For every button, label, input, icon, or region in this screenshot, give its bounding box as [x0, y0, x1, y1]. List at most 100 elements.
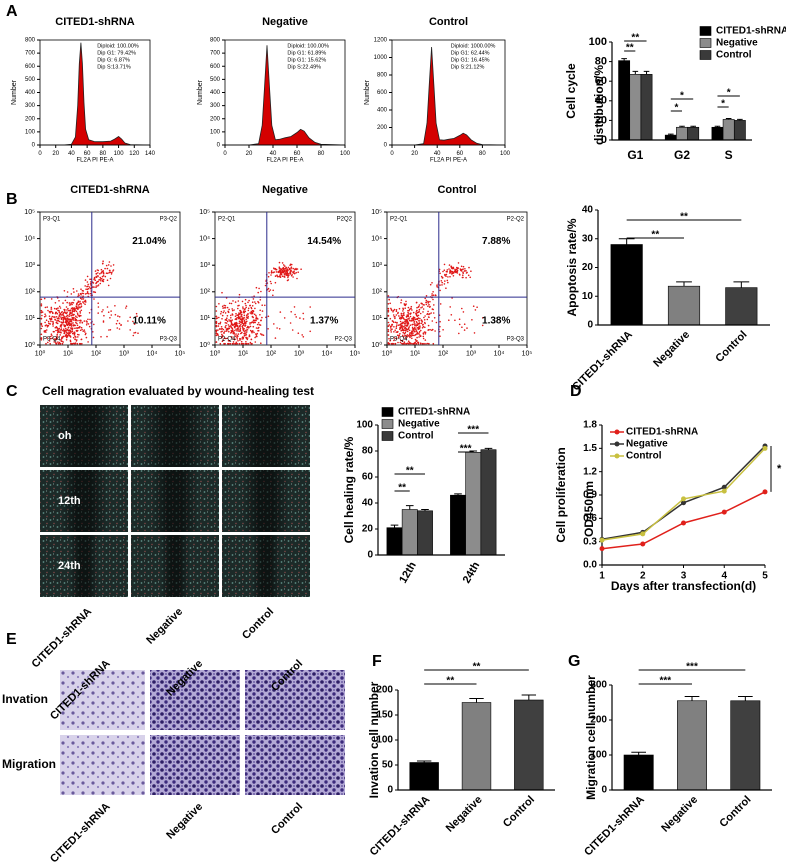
event-dot — [224, 337, 227, 340]
error-bar — [690, 125, 696, 128]
x-tick-label: 10³ — [119, 351, 130, 358]
y-tick-label: 10⁴ — [24, 235, 35, 242]
event-dot — [420, 307, 422, 309]
event-dot — [290, 267, 292, 270]
event-dot — [254, 302, 257, 305]
event-dot — [40, 339, 43, 341]
event-dot — [40, 337, 43, 339]
event-dot — [69, 340, 72, 343]
x-tick-label: 20 — [246, 151, 253, 157]
event-dot — [84, 303, 86, 306]
panel-letter: A — [6, 3, 18, 20]
event-dot — [76, 329, 79, 332]
y-tick-label: 20 — [362, 524, 374, 535]
wound-gap — [69, 535, 99, 597]
event-dot — [80, 303, 83, 305]
event-dot — [281, 262, 284, 264]
event-dot — [295, 316, 298, 318]
event-dot — [227, 311, 230, 314]
stat-text: Diploid: 1000.00% — [451, 43, 496, 49]
bar — [386, 527, 403, 556]
event-dot — [273, 323, 275, 325]
event-dot — [407, 323, 409, 325]
significance-label: ** — [680, 212, 688, 223]
panel-letter: E — [6, 631, 17, 648]
event-dot — [407, 340, 410, 343]
event-dot — [60, 328, 63, 330]
legend-swatch — [614, 429, 620, 435]
significance-label: *** — [467, 425, 479, 436]
event-dot — [106, 279, 109, 282]
y-tick-label: 100 — [590, 750, 607, 761]
event-dot — [422, 325, 425, 328]
event-dot — [261, 333, 263, 336]
bar — [687, 126, 700, 141]
x-tick-label: 60 — [456, 151, 463, 157]
event-dot — [258, 287, 260, 290]
event-dot — [403, 312, 405, 314]
event-dot — [230, 322, 233, 325]
event-dot — [242, 329, 245, 332]
event-dot — [87, 318, 89, 321]
event-dot — [46, 324, 49, 327]
chart-title: CITED1-shRNA — [70, 184, 150, 196]
event-dot — [60, 321, 62, 323]
wound-gap — [233, 405, 299, 467]
event-dot — [293, 306, 296, 308]
event-dot — [49, 342, 51, 345]
quadrant-label: P3-Q3 — [507, 337, 525, 343]
event-dot — [462, 276, 464, 279]
wound-gap — [60, 470, 108, 532]
event-dot — [442, 329, 444, 331]
event-dot — [129, 316, 131, 319]
y-tick-label: 0.9 — [583, 490, 597, 501]
event-dot — [439, 303, 442, 305]
event-dot — [406, 336, 409, 338]
event-dot — [410, 333, 413, 335]
event-dot — [71, 318, 73, 321]
x-tick-label: 4 — [721, 571, 727, 582]
event-dot — [418, 310, 420, 313]
event-dot — [257, 300, 259, 303]
event-dot — [69, 329, 71, 331]
event-dot — [51, 335, 53, 337]
event-dot — [268, 290, 271, 293]
event-dot — [56, 328, 59, 330]
event-dot — [460, 269, 462, 272]
y-axis-label: Cell proliferation — [554, 447, 568, 542]
event-dot — [67, 327, 70, 329]
row-label: Invation — [2, 692, 48, 706]
event-dot — [481, 324, 484, 327]
x-tick-label: 10² — [266, 351, 277, 358]
event-dot — [51, 311, 54, 314]
y-tick-label: 400 — [25, 90, 36, 96]
event-dot — [73, 324, 76, 327]
event-dot — [423, 319, 426, 321]
event-dot — [81, 342, 83, 345]
x-axis-label: Days after transfection(d) — [611, 579, 756, 593]
event-dot — [45, 324, 48, 326]
event-dot — [422, 335, 425, 338]
event-dot — [62, 314, 64, 317]
event-dot — [261, 304, 264, 307]
event-dot — [59, 307, 62, 309]
row-label: 24th — [58, 560, 81, 572]
x-tick-label: 100 — [114, 151, 125, 157]
event-dot — [417, 342, 420, 345]
event-dot — [448, 268, 450, 270]
event-dot — [416, 340, 418, 342]
event-dot — [232, 329, 234, 332]
event-dot — [458, 318, 461, 321]
y-axis-label: distribution/% — [592, 65, 606, 145]
plot-frame — [39, 211, 181, 346]
event-dot — [252, 310, 255, 313]
event-dot — [230, 331, 233, 334]
event-dot — [287, 279, 290, 281]
x-tick-label: 10⁵ — [175, 351, 186, 358]
event-dot — [280, 271, 282, 274]
event-dot — [84, 293, 87, 295]
event-dot — [228, 325, 230, 328]
event-dot — [54, 316, 56, 318]
event-dot — [52, 322, 54, 325]
event-dot — [40, 298, 43, 301]
